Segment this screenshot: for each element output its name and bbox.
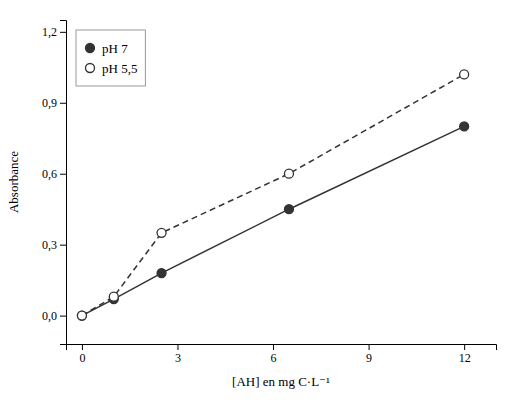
tick-label: 1,2 <box>42 25 57 39</box>
y-axis-title: Absorbance <box>6 151 21 213</box>
tick: 0,6 <box>42 167 66 181</box>
tick-mark <box>464 344 465 350</box>
tick-label: 6 <box>271 351 277 365</box>
tick: 3 <box>175 344 181 365</box>
tick-mark <box>60 245 66 246</box>
data-point <box>460 70 469 79</box>
legend-entry: pH 5,5 <box>86 61 138 76</box>
tick-mark <box>60 32 66 33</box>
legend-symbol <box>86 44 95 53</box>
data-point <box>109 292 118 301</box>
plot: 0 3 6 9 12 0,0 0,3 0,6 0,9 1,2 pH 7 pH 5,5 <box>42 21 497 365</box>
series-line <box>82 74 464 315</box>
x-axis: 0 3 6 9 12 <box>67 344 497 365</box>
data-point <box>460 122 469 131</box>
data-point <box>284 169 293 178</box>
tick-mark <box>369 344 370 350</box>
tick: 0,3 <box>42 238 66 252</box>
tick-label: 9 <box>366 351 372 365</box>
tick: 9 <box>366 344 372 365</box>
legend-label: pH 5,5 <box>102 61 137 76</box>
data-point <box>157 228 166 237</box>
data-point <box>77 311 86 320</box>
legend-label: pH 7 <box>102 41 128 56</box>
tick-label: 0,9 <box>42 96 57 110</box>
tick: 1,2 <box>42 25 66 39</box>
tick: 6 <box>271 344 277 365</box>
y-axis: 0,0 0,3 0,6 0,9 1,2 <box>42 21 67 345</box>
legend: pH 7 pH 5,5 <box>76 30 145 86</box>
axis-line <box>67 345 497 351</box>
tick: 0,0 <box>42 309 66 323</box>
chart: 0 3 6 9 12 0,0 0,3 0,6 0,9 1,2 pH 7 pH 5,5 [AH] en m… <box>0 0 520 400</box>
marks <box>77 70 468 320</box>
x-axis-title: [AH] en mg C·L⁻¹ <box>232 374 330 389</box>
data-point <box>77 311 86 320</box>
tick-label: 0,0 <box>42 309 57 323</box>
data-point <box>284 205 293 214</box>
tick-label: 3 <box>175 351 181 365</box>
tick-label: 0 <box>79 351 85 365</box>
legend-box <box>76 30 145 86</box>
legend-entry: pH 7 <box>86 41 129 56</box>
tick-mark <box>82 344 83 350</box>
legend-symbol <box>86 64 95 73</box>
tick-label: 12 <box>459 351 471 365</box>
tick-label: 0,3 <box>42 238 57 252</box>
axis-line <box>60 21 67 345</box>
series-line <box>82 126 464 315</box>
tick: 12 <box>459 344 471 365</box>
tick-mark <box>273 344 274 350</box>
tick-label: 0,6 <box>42 167 57 181</box>
tick: 0,9 <box>42 96 66 110</box>
tick-mark <box>60 174 66 175</box>
tick-mark <box>60 103 66 104</box>
data-point <box>157 269 166 278</box>
tick-mark <box>60 316 66 317</box>
tick-mark <box>177 344 178 350</box>
tick: 0 <box>79 344 85 365</box>
